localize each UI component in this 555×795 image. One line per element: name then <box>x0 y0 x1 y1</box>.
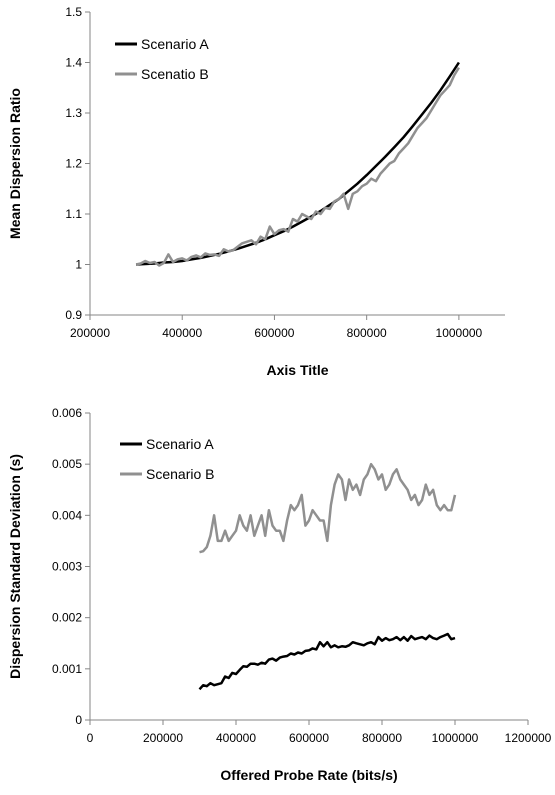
y-tick-label: 1.2 <box>65 157 82 171</box>
x-tick-label: 600000 <box>289 731 329 745</box>
y-tick-label: 0.003 <box>52 560 82 574</box>
y-tick-label: 1.5 <box>65 5 82 19</box>
x-axis-title: Axis Title <box>267 362 329 378</box>
x-tick-label: 600000 <box>254 326 294 340</box>
legend-label: Scenario B <box>146 466 214 482</box>
legend-label: Scenatio B <box>141 66 209 82</box>
x-tick-label: 1000000 <box>436 326 483 340</box>
chart-2: 0 0.001 0.002 0.003 0.004 0.005 0.006 0 200000 40… <box>7 406 552 783</box>
y-axis-title: Dispersion Standard Deviation (s) <box>7 454 23 679</box>
series-line-2 <box>199 462 457 554</box>
series-line-1 <box>136 61 460 266</box>
y-tick-label: 0 <box>75 713 82 727</box>
y-tick-label: 0.004 <box>52 508 82 522</box>
y-tick-label: 0.006 <box>52 406 82 420</box>
chart-1: 0.9 1 1.1 1.2 1.3 1.4 1.5 200000 400000 600000 800… <box>7 5 505 378</box>
y-tick-label: 0.005 <box>52 457 82 471</box>
y-tick-label: 1.1 <box>65 207 82 221</box>
y-tick-label: 1.3 <box>65 106 82 120</box>
series-line-1 <box>198 632 456 691</box>
x-tick-label: 400000 <box>162 326 202 340</box>
x-tick-label: 1000000 <box>432 731 479 745</box>
y-tick-label: 1 <box>75 258 82 272</box>
y-tick-label: 0.001 <box>52 662 82 676</box>
x-axis-title: Offered Probe Rate (bits/s) <box>220 767 397 783</box>
x-tick-label: 800000 <box>347 326 387 340</box>
x-tick-label: 200000 <box>70 326 110 340</box>
legend-label: Scenario A <box>146 436 214 452</box>
series-line-2 <box>135 66 460 267</box>
x-tick-label: 200000 <box>143 731 183 745</box>
x-tick-label: 400000 <box>216 731 256 745</box>
legend-label: Scenario A <box>141 36 209 52</box>
y-axis-title: Mean Dispersion Ratio <box>7 88 23 239</box>
y-tick-label: 0.002 <box>52 611 82 625</box>
y-tick-label: 1.4 <box>65 56 82 70</box>
x-tick-label: 1200000 <box>505 731 552 745</box>
x-tick-label: 0 <box>87 731 94 745</box>
x-tick-label: 800000 <box>362 731 402 745</box>
y-tick-label: 0.9 <box>65 308 82 322</box>
